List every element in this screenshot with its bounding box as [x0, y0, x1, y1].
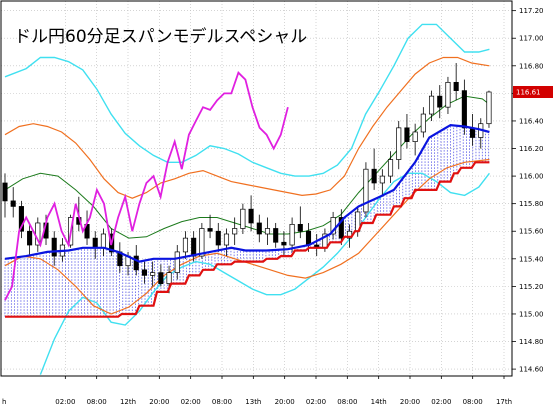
candle-body	[2, 182, 8, 202]
last-price-label: 116.61	[516, 89, 541, 97]
candle-body	[240, 208, 246, 229]
series-upper-outer-band-cyan	[4, 23, 490, 177]
candle-body	[199, 228, 205, 257]
y-tick-label: 116.20	[519, 145, 544, 153]
candle-body	[453, 81, 459, 91]
chart-title: ドル円60分足スパンモデルスペシャル	[14, 26, 307, 47]
candle-body	[371, 168, 377, 184]
series-magenta-lagging	[4, 71, 289, 301]
candle-body	[223, 233, 230, 246]
candle-body	[141, 269, 147, 276]
candle-body	[232, 228, 238, 235]
x-tick-label: 02:00	[306, 398, 326, 406]
x-tick-label: 08:00	[87, 398, 107, 406]
candle-body	[100, 233, 106, 249]
candle-body	[289, 223, 295, 246]
candle-body	[256, 222, 262, 235]
x-tick-label: 13th	[245, 398, 261, 406]
candle-body	[92, 237, 98, 249]
x-tick-label: 08:00	[463, 398, 483, 406]
bands-layer	[4, 23, 490, 375]
candle-body	[150, 272, 156, 276]
x-tick-label: 20:00	[275, 398, 295, 406]
x-tick-label: 20:00	[149, 398, 169, 406]
candle-body	[273, 228, 279, 243]
lines-layer	[4, 71, 490, 318]
grid-layer	[1, 1, 512, 376]
candles-layer	[2, 63, 492, 294]
y-tick-label: 115.60	[519, 228, 544, 236]
y-tick-label: 117.00	[519, 35, 544, 43]
candle-body	[18, 206, 24, 232]
last-price-background	[513, 86, 553, 98]
candle-body	[174, 251, 180, 273]
candle-body	[248, 208, 254, 224]
x-axis: h 02:00 08:00 12th 20:00 02:00 08:00 13th 20:00 0…	[2, 376, 512, 406]
candle-body	[437, 95, 443, 108]
y-tick-label: 117.20	[519, 7, 544, 15]
candle-body	[305, 230, 312, 246]
candle-body	[461, 90, 467, 129]
candle-body	[215, 230, 221, 246]
candle-body	[396, 127, 402, 160]
x-tick-label: 08:00	[212, 398, 232, 406]
y-tick-label: 115.80	[519, 200, 544, 208]
candle-body	[166, 272, 172, 284]
y-axis: 117.20117.00116.80116.60116.40116.20116.…	[512, 7, 544, 374]
last-price-marker: 116.61	[513, 86, 553, 98]
candle-body	[412, 131, 418, 142]
cloud-layer	[4, 125, 490, 317]
candle-body	[281, 241, 287, 246]
candle-body	[428, 95, 435, 115]
x-tick-label: 08:00	[337, 398, 357, 406]
candle-body	[264, 228, 271, 235]
x-tick-label: h	[2, 398, 6, 406]
series-lower-outer-band-cyan	[39, 172, 490, 375]
x-tick-label: 02:00	[431, 398, 451, 406]
x-tick-label: 02:00	[181, 398, 201, 406]
candle-body	[387, 159, 394, 177]
series-upper-inner-band-orange	[4, 56, 490, 199]
candle-body	[404, 127, 410, 142]
x-tick-label: 02:00	[55, 398, 75, 406]
candle-body	[379, 175, 385, 184]
candle-body	[133, 255, 139, 271]
candle-body	[297, 223, 303, 232]
y-tick-label: 115.20	[519, 283, 544, 291]
candle-body	[486, 91, 492, 125]
y-tick-label: 116.40	[519, 117, 544, 125]
candle-body	[158, 272, 164, 284]
series-lower-inner-band-orange	[4, 158, 490, 315]
candle-body	[10, 200, 16, 207]
candle-body	[330, 217, 336, 235]
candle-body	[182, 237, 189, 253]
x-tick-label: 14th	[371, 398, 387, 406]
series-blue-line	[4, 123, 490, 263]
candle-body	[363, 168, 369, 213]
y-tick-label: 114.60	[519, 366, 544, 374]
y-tick-label: 115.40	[519, 255, 544, 263]
x-tick-label: 17th	[496, 398, 512, 406]
candle-body	[445, 81, 451, 108]
y-tick-label: 116.00	[519, 173, 544, 181]
series-middle-green	[4, 95, 490, 239]
candle-body	[420, 113, 426, 133]
y-tick-label: 116.80	[519, 62, 544, 70]
x-tick-label: 12th	[120, 398, 136, 406]
plot-frame	[0, 0, 513, 377]
candle-body	[338, 217, 344, 239]
x-tick-label: 20:00	[400, 398, 420, 406]
candle-body	[51, 237, 57, 257]
candle-body	[191, 237, 197, 257]
candle-body	[207, 228, 213, 232]
series-red-step	[5, 161, 490, 318]
y-tick-label: 115.00	[519, 310, 544, 318]
y-tick-label: 114.80	[519, 338, 544, 346]
candle-body	[27, 230, 33, 246]
